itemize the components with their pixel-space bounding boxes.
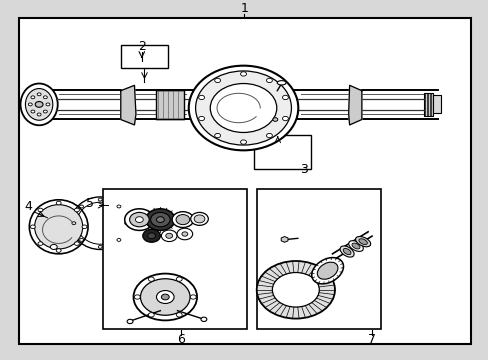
Text: 2: 2 <box>138 40 145 53</box>
Text: 6: 6 <box>177 333 184 346</box>
Text: 5: 5 <box>86 197 94 210</box>
Ellipse shape <box>145 209 175 230</box>
Ellipse shape <box>195 71 291 145</box>
Ellipse shape <box>194 215 204 223</box>
Circle shape <box>201 317 206 321</box>
Circle shape <box>156 291 174 303</box>
Circle shape <box>38 242 43 246</box>
Ellipse shape <box>210 84 276 132</box>
Circle shape <box>30 225 35 229</box>
Text: 4: 4 <box>24 201 32 213</box>
Circle shape <box>74 208 79 212</box>
Circle shape <box>165 233 172 238</box>
Circle shape <box>127 319 133 324</box>
Circle shape <box>135 217 143 222</box>
Circle shape <box>148 277 154 281</box>
Ellipse shape <box>20 84 58 125</box>
Circle shape <box>282 95 288 100</box>
Ellipse shape <box>188 66 298 150</box>
Ellipse shape <box>161 230 177 242</box>
Circle shape <box>282 116 288 121</box>
Circle shape <box>37 113 41 116</box>
Ellipse shape <box>177 228 192 240</box>
Bar <box>121 45 167 68</box>
Bar <box>256 189 381 329</box>
Circle shape <box>147 233 155 239</box>
Ellipse shape <box>311 258 343 284</box>
Circle shape <box>272 273 319 307</box>
Text: 3: 3 <box>300 163 307 176</box>
Ellipse shape <box>142 229 160 242</box>
Circle shape <box>56 201 61 205</box>
Bar <box>432 95 440 113</box>
Text: 1: 1 <box>240 2 248 15</box>
Ellipse shape <box>190 212 208 225</box>
Ellipse shape <box>348 240 363 251</box>
Ellipse shape <box>176 215 189 225</box>
Circle shape <box>240 140 246 144</box>
Circle shape <box>74 242 79 246</box>
Circle shape <box>38 208 43 212</box>
Ellipse shape <box>277 81 285 85</box>
Circle shape <box>56 249 61 252</box>
Circle shape <box>37 93 41 96</box>
Circle shape <box>198 116 204 121</box>
Polygon shape <box>121 85 136 125</box>
Ellipse shape <box>358 239 366 244</box>
Ellipse shape <box>129 212 149 227</box>
Circle shape <box>266 78 272 82</box>
Circle shape <box>161 294 169 300</box>
Text: 7: 7 <box>367 333 375 346</box>
Ellipse shape <box>133 274 197 320</box>
Circle shape <box>148 313 154 317</box>
Circle shape <box>266 134 272 138</box>
Circle shape <box>198 95 204 100</box>
Circle shape <box>176 277 182 281</box>
Bar <box>424 93 432 116</box>
Bar <box>102 189 246 329</box>
Ellipse shape <box>140 279 190 315</box>
Circle shape <box>272 118 277 121</box>
Ellipse shape <box>25 89 53 120</box>
Circle shape <box>31 110 35 113</box>
Circle shape <box>43 96 47 99</box>
Ellipse shape <box>317 262 337 279</box>
Polygon shape <box>348 85 361 125</box>
Ellipse shape <box>29 200 88 254</box>
Circle shape <box>156 217 164 222</box>
Bar <box>254 135 310 169</box>
Circle shape <box>50 244 57 249</box>
Circle shape <box>31 96 35 99</box>
Ellipse shape <box>35 204 82 249</box>
Circle shape <box>214 78 220 82</box>
Circle shape <box>182 232 187 236</box>
Circle shape <box>240 72 246 76</box>
Circle shape <box>82 225 87 229</box>
Circle shape <box>46 103 50 106</box>
Ellipse shape <box>150 212 170 227</box>
Ellipse shape <box>351 243 359 249</box>
Ellipse shape <box>340 246 353 257</box>
Circle shape <box>190 295 196 299</box>
Circle shape <box>28 103 32 106</box>
Circle shape <box>134 295 140 299</box>
Ellipse shape <box>124 209 154 230</box>
Bar <box>156 90 183 119</box>
Ellipse shape <box>355 237 370 247</box>
Circle shape <box>35 102 43 107</box>
Circle shape <box>176 313 182 317</box>
Ellipse shape <box>343 248 350 255</box>
Ellipse shape <box>172 212 193 228</box>
Circle shape <box>43 110 47 113</box>
Circle shape <box>214 134 220 138</box>
